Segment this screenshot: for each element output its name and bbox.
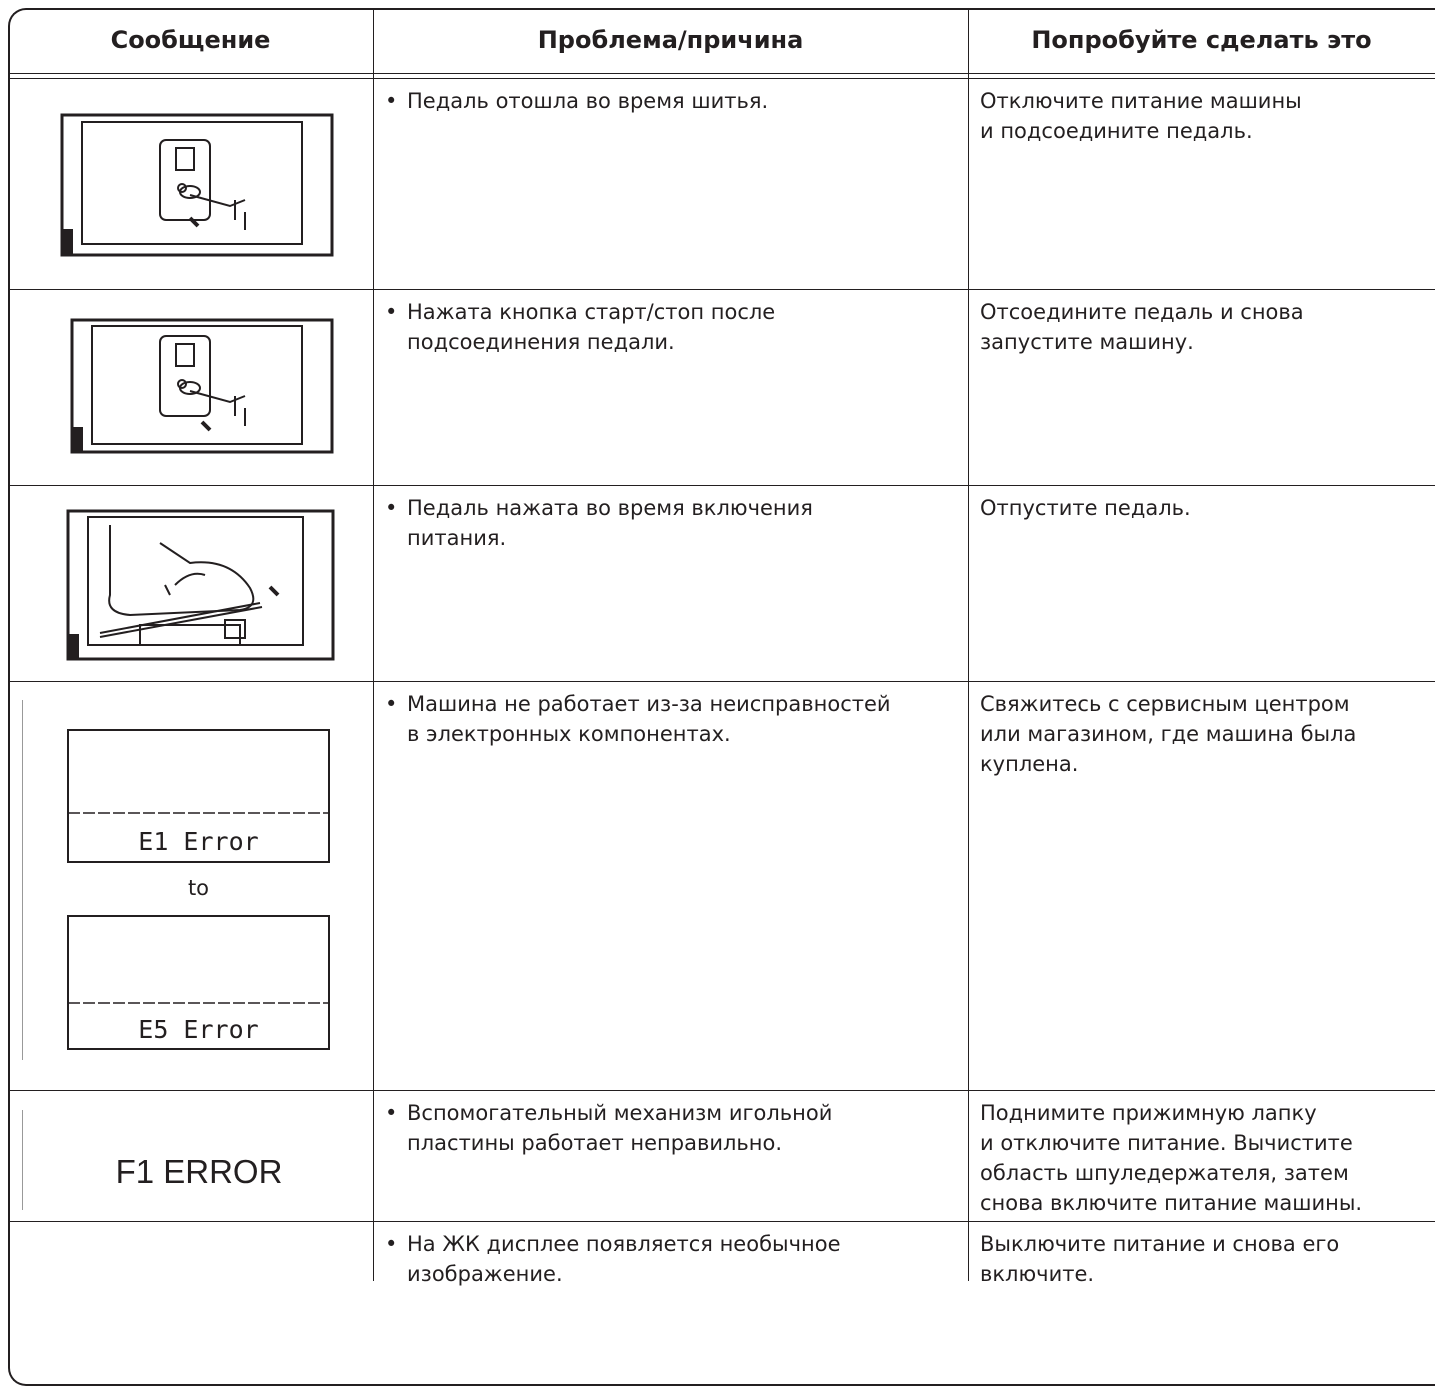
cause-cell: Педаль отошла во время шитья. [385, 86, 768, 116]
lcd-error-first [67, 729, 330, 863]
column-rule [373, 8, 374, 1221]
cause-line: Машина не работает из-за неисправностей [407, 689, 891, 719]
action-line: и подсоедините педаль. [980, 119, 1253, 143]
cause-line: Педаль нажата во время включения [407, 493, 813, 523]
lcd-error-text: E1 Error [138, 827, 259, 856]
row-rule [8, 1221, 1435, 1222]
action-cell: Поднимите прижимную лапку и отключите пит… [980, 1098, 1362, 1218]
action-cell: Отпустите педаль. [980, 493, 1191, 523]
action-cell: Отсоедините педаль и снова запустите маши… [980, 297, 1304, 357]
row-rule [8, 485, 1435, 486]
action-line: Отключите питание машины [980, 89, 1302, 113]
action-line: куплена. [980, 752, 1079, 776]
cause-cell: Нажата кнопка старт/стоп после подсоедине… [385, 297, 775, 357]
header-rule [8, 73, 1435, 74]
action-cell: Отключите питание машины и подсоедините п… [980, 86, 1302, 146]
cause-line: На ЖК дисплее появляется необычное [407, 1229, 841, 1259]
action-cell: Свяжитесь с сервисным центром или магазин… [980, 689, 1356, 779]
cause-cell: На ЖК дисплее появляется необычное изобра… [385, 1229, 841, 1289]
lcd-pedal-pressed [66, 509, 335, 661]
cause-line: в электронных компонентах. [407, 722, 731, 746]
row-rule [8, 681, 1435, 682]
action-cell: Выключите питание и снова его включите. [980, 1229, 1339, 1289]
column-rule [373, 1221, 374, 1281]
column-rule [968, 8, 969, 1221]
action-line: запустите машину. [980, 330, 1194, 354]
cause-line: Педаль отошла во время шитья. [407, 86, 768, 116]
range-word: to [187, 876, 210, 900]
row-rule [8, 289, 1435, 290]
header-rule [8, 78, 1435, 79]
cause-line: Вспомогательный механизм игольной [407, 1098, 832, 1128]
row-rule [8, 1090, 1435, 1091]
lcd-start-stop-pressed [70, 318, 334, 454]
cause-line: подсоединения педали. [407, 330, 675, 354]
column-rule [968, 1221, 969, 1281]
lcd-pedal-disconnected [60, 113, 334, 257]
cause-line: питания. [407, 526, 507, 550]
action-line: Отпустите педаль. [980, 496, 1191, 520]
action-line: Свяжитесь с сервисным центром [980, 692, 1350, 716]
action-line: или магазином, где машина была [980, 722, 1357, 746]
cause-line: Нажата кнопка старт/стоп после [407, 297, 775, 327]
cause-cell: Машина не работает из-за неисправностей в… [385, 689, 891, 749]
header-cell: Проблема/причина [537, 26, 804, 54]
action-line: включите. [980, 1262, 1095, 1286]
margin-rule [22, 700, 23, 1060]
lcd-error-text: E5 Error [138, 1015, 259, 1044]
action-line: и отключите питание. Вычистите [980, 1131, 1353, 1155]
action-line: снова включите питание машины. [980, 1191, 1363, 1215]
lcd-error-last [67, 915, 330, 1050]
error-code: F1 ERROR [115, 1153, 283, 1190]
table-frame [8, 8, 1435, 1386]
action-line: Отсоедините педаль и снова [980, 300, 1304, 324]
header-cell: Попробуйте сделать это [1031, 26, 1372, 54]
action-line: Поднимите прижимную лапку [980, 1101, 1317, 1125]
header-cell: Сообщение [110, 26, 271, 54]
cause-cell: Педаль нажата во время включения питания. [385, 493, 813, 553]
cause-cell: Вспомогательный механизм игольной пластин… [385, 1098, 832, 1158]
cause-line: изображение. [407, 1262, 563, 1286]
action-line: область шпуледержателя, затем [980, 1161, 1349, 1185]
cause-line: пластины работает неправильно. [407, 1131, 783, 1155]
margin-rule [22, 1110, 23, 1210]
action-line: Выключите питание и снова его [980, 1232, 1340, 1256]
